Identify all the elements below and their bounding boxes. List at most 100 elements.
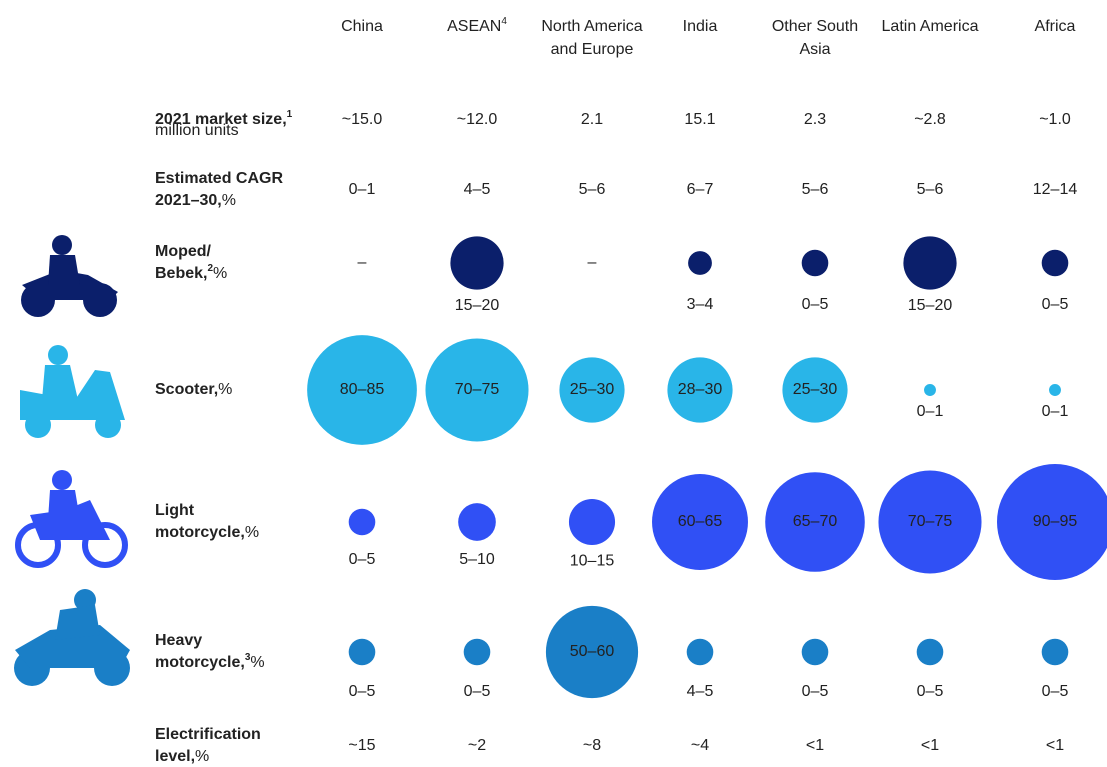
- row-unit: %: [245, 524, 259, 541]
- bubble-label: 50–60: [570, 643, 615, 660]
- icon-moped: [21, 235, 118, 317]
- bubble-label: 65–70: [793, 513, 838, 530]
- cell-value: ~8: [583, 737, 601, 754]
- bubble: [1041, 638, 1069, 666]
- bubble-label: 0–5: [917, 683, 944, 700]
- cell-value: ~15: [348, 737, 375, 754]
- column-header: Latin America: [882, 18, 979, 35]
- cell-value: ~12.0: [457, 111, 498, 128]
- bubble: [450, 236, 504, 290]
- superscript: 1: [287, 109, 293, 120]
- cell-value: 15.1: [684, 111, 715, 128]
- cell-value: <1: [921, 737, 939, 754]
- bubble: [458, 503, 496, 541]
- row-label: Electrification level,%: [155, 726, 261, 765]
- bubble: [667, 357, 733, 423]
- column-header: ASEAN4: [447, 16, 507, 36]
- bubble: [1049, 384, 1061, 396]
- column-header: China: [341, 18, 383, 35]
- column-header: Africa: [1035, 18, 1076, 35]
- bubble: [568, 498, 616, 546]
- cell-value: ~1.0: [1039, 111, 1071, 128]
- bubble: [559, 357, 625, 423]
- bubble: [348, 638, 376, 666]
- bubble-label: 15–20: [908, 297, 953, 314]
- cell-value: 6–7: [687, 181, 714, 198]
- superscript: 3: [245, 652, 251, 663]
- bubble-label: 90–95: [1033, 513, 1078, 530]
- icon-scooter: [20, 345, 125, 438]
- row-label: Scooter,%: [155, 381, 232, 398]
- bubble: [307, 335, 417, 445]
- row-unit: %: [195, 748, 209, 765]
- bubble-label: 60–65: [678, 513, 723, 530]
- column-header: India: [683, 18, 718, 35]
- row-label: Moped/Bebek,2%: [155, 243, 227, 282]
- bubble-label: 4–5: [687, 683, 714, 700]
- bubble-label: 3–4: [687, 296, 714, 313]
- bubble: [425, 338, 529, 442]
- row-unit: %: [222, 192, 236, 209]
- bubble-label: 0–5: [349, 683, 376, 700]
- bubble: [903, 236, 957, 290]
- superscript: 2: [207, 263, 213, 274]
- bubble: [997, 464, 1107, 580]
- bubble-label: 25–30: [793, 381, 838, 398]
- bubble-label: 70–75: [455, 381, 500, 398]
- bubble: [878, 470, 982, 574]
- column-header: North America and Europe: [541, 18, 642, 58]
- bubble: [686, 638, 714, 666]
- cell-value: 5–6: [579, 181, 606, 198]
- row-sublabel: million units: [155, 122, 239, 139]
- bubble: [916, 638, 944, 666]
- row-label: Estimated CAGR 2021–30,%: [155, 170, 283, 209]
- bubble: [801, 249, 829, 277]
- cell-value: ~2.8: [914, 111, 946, 128]
- cell-value: 12–14: [1033, 181, 1078, 198]
- bubble-label: 25–30: [570, 381, 615, 398]
- bubble: [924, 384, 936, 396]
- row-unit: %: [218, 381, 232, 398]
- bubble-label: 70–75: [908, 513, 953, 530]
- column-header: Other South Asia: [772, 18, 858, 58]
- bubble: [688, 251, 712, 275]
- bubble: [801, 638, 829, 666]
- bubble-label: 80–85: [340, 381, 385, 398]
- cell-value: ~15.0: [342, 111, 383, 128]
- bubble: [545, 605, 639, 699]
- cell-value: ~2: [468, 737, 486, 754]
- bubble: [765, 472, 865, 572]
- row-unit: %: [213, 265, 227, 282]
- bubble-label: 0–5: [802, 683, 829, 700]
- cell-dash: –: [358, 254, 367, 271]
- bubble-label: 0–1: [917, 403, 944, 420]
- cell-value: <1: [1046, 737, 1064, 754]
- bubble-label: 0–5: [349, 551, 376, 568]
- superscript: 4: [501, 16, 507, 27]
- icon-heavy-motorcycle: [14, 589, 130, 686]
- row-label: Heavy motorcycle,3%: [155, 632, 265, 671]
- bubble: [652, 474, 748, 570]
- row-label: Light motorcycle,%: [155, 502, 259, 541]
- bubble-label: 0–5: [802, 296, 829, 313]
- bubble-label: 0–5: [464, 683, 491, 700]
- bubble-label: 15–20: [455, 297, 500, 314]
- bubble: [463, 638, 491, 666]
- bubble: [1041, 249, 1069, 277]
- cell-value: 2.3: [804, 111, 826, 128]
- bubble-label: 0–5: [1042, 296, 1069, 313]
- cell-value: 5–6: [917, 181, 944, 198]
- bubble-label: 0–1: [1042, 403, 1069, 420]
- bubble-label: 28–30: [678, 381, 723, 398]
- cell-dash: –: [588, 254, 597, 271]
- cell-value: 2.1: [581, 111, 603, 128]
- icon-light-motorcycle: [15, 470, 128, 568]
- row-unit: %: [250, 654, 264, 671]
- bubble: [782, 357, 848, 423]
- bubble-label: 0–5: [1042, 683, 1069, 700]
- cell-value: 0–1: [349, 181, 376, 198]
- cell-value: ~4: [691, 737, 709, 754]
- cell-value: 4–5: [464, 181, 491, 198]
- cell-value: 5–6: [802, 181, 829, 198]
